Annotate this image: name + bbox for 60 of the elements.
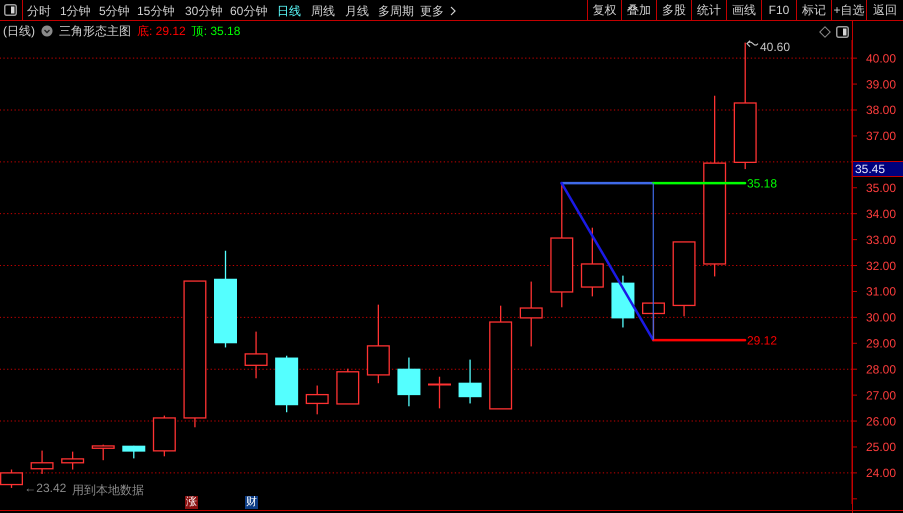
candlestick: [428, 376, 451, 409]
text: 统计: [697, 3, 721, 17]
annotation: 用到本地数据: [72, 483, 144, 497]
candlestick: [580, 227, 604, 298]
text: 35.45: [855, 162, 886, 176]
annotation: 财: [245, 496, 258, 509]
text: 周线: [311, 4, 335, 18]
y-tick-label: 30.00: [866, 310, 896, 325]
data-label: 29.12: [747, 333, 778, 348]
text: 叠加: [627, 3, 651, 17]
chart-subtitle: 三角形态主图: [59, 24, 131, 38]
y-tick-label: 33.00: [866, 232, 896, 247]
chart-title: (日线): [3, 24, 35, 38]
candlestick: [306, 384, 329, 415]
candlestick: [152, 414, 176, 457]
y-tick-label: 28.00: [866, 362, 896, 376]
text: 多股: [662, 3, 686, 17]
text: 标记: [802, 3, 826, 17]
y-tick-label: 40.00: [866, 51, 896, 66]
text: 底: 29.12: [137, 24, 186, 38]
y-tick-label: 31.00: [866, 284, 896, 299]
y-tick-label: 37.00: [866, 129, 896, 144]
y-tick-label: 26.00: [866, 414, 896, 428]
text: 顶: 35.18: [192, 24, 240, 38]
text: 60分钟: [230, 4, 268, 18]
text: 5分钟: [99, 4, 130, 18]
candlestick: [244, 330, 268, 379]
annotation: 涨: [185, 496, 198, 509]
y-tick-label: 32.00: [866, 258, 896, 273]
candlestick: [61, 450, 84, 470]
text: 日线: [277, 4, 301, 18]
annotation: 40.60: [760, 40, 790, 54]
data-label: 35.18: [747, 176, 778, 190]
text: 15分钟: [137, 4, 174, 18]
text: 返回: [873, 3, 897, 17]
candlestick: [366, 304, 390, 384]
text: 画线: [732, 3, 756, 17]
y-tick-label: 35.00: [866, 181, 896, 196]
annotation: ←23.42: [24, 481, 67, 496]
candlestick: [703, 95, 726, 278]
candlestick: [520, 280, 543, 348]
y-tick-label: 25.00: [866, 440, 896, 454]
text: 复权: [592, 3, 616, 17]
y-tick-label: 39.00: [866, 77, 896, 92]
text: 1分钟: [60, 4, 91, 18]
y-tick-label: 29.00: [866, 336, 896, 351]
text: +自选: [833, 3, 864, 17]
text: F10: [768, 3, 790, 17]
y-tick-label: 24.00: [866, 466, 896, 480]
y-tick-label: 27.00: [866, 388, 896, 402]
text: 30分钟: [185, 4, 222, 18]
text: 分时: [27, 4, 51, 18]
candlestick: [122, 445, 146, 460]
candlestick: [458, 358, 482, 404]
candlestick: [550, 182, 574, 308]
text: 更多: [420, 4, 444, 18]
text: 月线: [345, 4, 369, 18]
y-tick-label: 38.00: [866, 103, 896, 118]
y-tick-label: 34.00: [866, 206, 896, 221]
text: 多周期: [378, 4, 414, 18]
